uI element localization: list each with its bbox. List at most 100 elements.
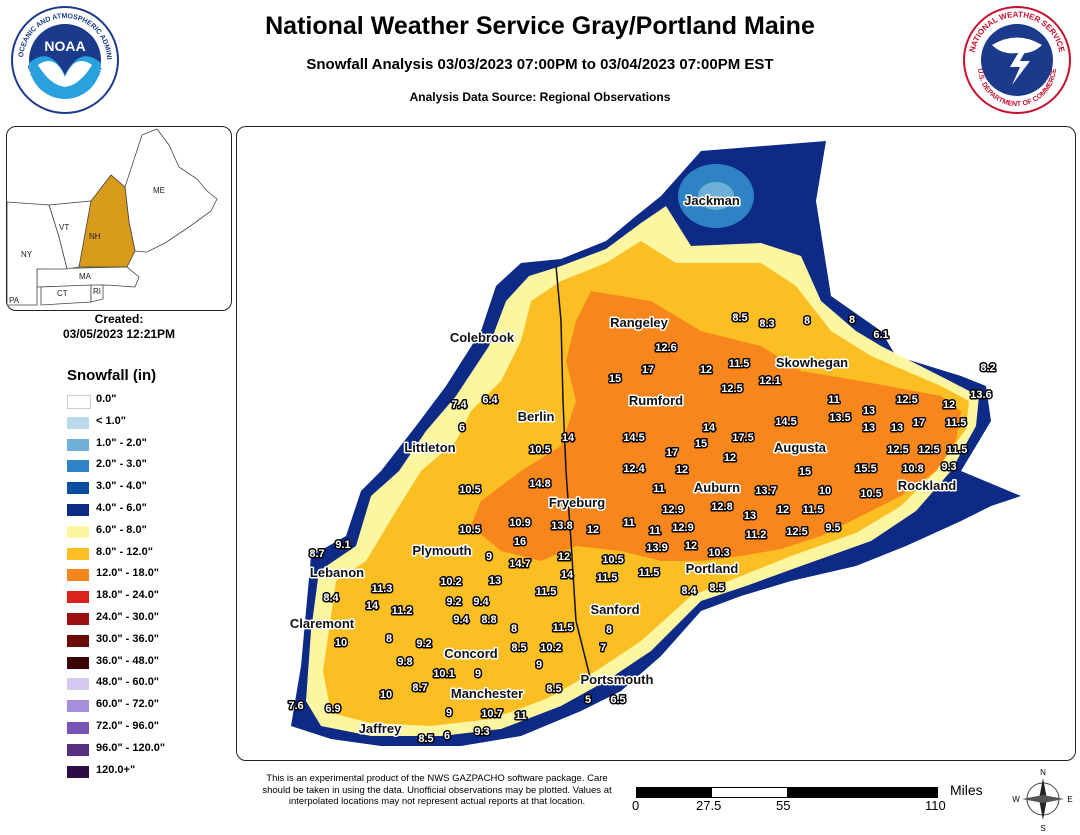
city-label: Littleton	[404, 440, 455, 455]
scale-unit: Miles	[950, 782, 983, 798]
snowfall-observation: 7.6	[288, 700, 303, 712]
snowfall-observation: 8.5	[732, 312, 747, 324]
compass-e: E	[1067, 795, 1072, 804]
snowfall-observation: 12	[685, 540, 697, 552]
city-label: Jaffrey	[359, 721, 402, 736]
snowfall-observation: 9.2	[416, 638, 431, 650]
snowfall-observation: 12.8	[711, 501, 732, 513]
snowfall-observation: 10.9	[509, 517, 530, 529]
snowfall-observation: 8	[804, 315, 810, 327]
snowfall-observation: 9.2	[446, 596, 461, 608]
snowfall-observation: 6	[459, 422, 465, 434]
legend-label: 12.0" - 18.0"	[96, 567, 160, 580]
snowfall-observation: 5	[585, 694, 591, 706]
legend-swatch	[67, 634, 89, 647]
snowfall-observation: 8.7	[309, 548, 324, 560]
snowfall-observation: 12.6	[655, 342, 676, 354]
snowfall-observation: 8.5	[511, 642, 526, 654]
scale-tick-55: 55	[776, 798, 791, 813]
snowfall-observation: 10.5	[529, 444, 550, 456]
nws-logo: NATIONAL WEATHER SERVICE U.S. DEPARTMENT…	[963, 6, 1071, 114]
snowfall-observation: 10.7	[481, 708, 502, 720]
snowfall-observation: 8	[849, 314, 855, 326]
snowfall-observation: 11	[653, 483, 665, 495]
snowfall-observation: 11.3	[372, 583, 393, 595]
snowfall-observation: 8.7	[412, 682, 427, 694]
inset-label-pa: PA	[9, 296, 20, 305]
snowfall-observation: 9	[536, 659, 542, 671]
snowfall-observation: 11.5	[946, 417, 967, 429]
legend-label: 8.0" - 12.0"	[96, 545, 153, 558]
snowfall-observation: 13	[891, 422, 903, 434]
snowfall-observation: 15	[695, 438, 707, 450]
snowfall-observation: 7.4	[451, 399, 467, 411]
snowfall-observation: 17	[642, 364, 654, 376]
scale-tick-0: 0	[632, 798, 640, 813]
inset-label-ct: CT	[57, 289, 68, 298]
snowfall-observation: 15	[609, 373, 621, 385]
legend-swatch	[67, 504, 89, 516]
legend-swatch	[67, 569, 89, 582]
legend-label: 24.0" - 30.0"	[96, 611, 160, 623]
legend-swatch	[67, 395, 91, 409]
legend-swatch	[67, 591, 89, 604]
noaa-logo: NATIONAL OCEANIC AND ATMOSPHERIC ADMINIS…	[10, 5, 119, 114]
city-label: Manchester	[451, 686, 523, 701]
snowfall-observation: 12.5	[896, 394, 917, 406]
snowfall-observation: 8.4	[323, 592, 339, 604]
snowfall-observation: 13	[863, 405, 875, 417]
snowfall-observation: 12.1	[759, 375, 780, 387]
snowfall-observation: 12.5	[887, 444, 908, 456]
snowfall-observation: 12.5	[786, 526, 807, 538]
snowfall-observation: 8.5	[709, 582, 724, 594]
legend-swatch	[67, 613, 89, 625]
legend-swatch	[67, 656, 89, 669]
snowfall-observation: 10.3	[708, 547, 729, 559]
snowfall-observation: 12	[943, 399, 955, 411]
snowfall-observation: 14.5	[775, 416, 796, 428]
snowfall-observation: 8.3	[759, 318, 774, 330]
snowfall-observation: 6.4	[482, 394, 498, 406]
snowfall-observation: 10.1	[433, 668, 454, 680]
snowfall-observation: 6	[444, 730, 450, 742]
snowfall-observation: 9.1	[335, 539, 350, 551]
inset-label-ny: NY	[21, 250, 33, 259]
legend-label: 0.0"	[96, 393, 117, 405]
snowfall-observation: 14.7	[509, 558, 530, 570]
snowfall-observation: 11.5	[729, 358, 750, 370]
zone-12-18	[471, 291, 961, 561]
legend-label: 3.0" - 4.0"	[96, 480, 147, 493]
snowfall-observation: 12	[724, 452, 736, 464]
snowfall-observation: 12.5	[721, 383, 742, 395]
snowfall-observation: 14.5	[623, 432, 644, 444]
snowfall-observation: 6.9	[325, 703, 340, 715]
inset-panel: ME VT NH NY MA CT RI PA	[6, 126, 232, 311]
city-label: Rangeley	[610, 315, 669, 330]
city-label: Colebrook	[450, 330, 515, 345]
compass-n: N	[1040, 768, 1046, 777]
snowfall-observation: 9.5	[825, 522, 840, 534]
city-label: Claremont	[290, 616, 355, 631]
snowfall-observation: 11.5	[597, 572, 618, 584]
snowfall-observation: 8.5	[418, 733, 433, 745]
snowfall-observation: 11	[515, 710, 527, 722]
analysis-period: Snowfall Analysis 03/03/2023 07:00PM to …	[306, 56, 774, 73]
compass-rose-icon: N S E W	[1012, 768, 1072, 832]
snowfall-observation: 12.5	[918, 444, 939, 456]
legend-label: 72.0" - 96.0"	[96, 720, 160, 732]
snowfall-observation: 13.9	[646, 542, 667, 554]
snowfall-observation: 15	[799, 466, 811, 478]
snowfall-observation: 11.2	[392, 605, 413, 617]
snowfall-observation: 9.4	[473, 596, 489, 608]
city-label: Plymouth	[412, 543, 471, 558]
legend-label: 120.0+"	[96, 763, 136, 776]
snowfall-observation: 9	[446, 707, 452, 719]
snowfall-observation: 17	[666, 447, 678, 459]
jackman-low-core	[698, 182, 734, 210]
snowfall-observation: 10.5	[860, 488, 881, 500]
created-value: 03/05/2023 12:21PM	[62, 327, 176, 341]
legend-swatch	[67, 482, 89, 495]
state-border	[555, 265, 592, 682]
legend-label: 48.0" - 60.0"	[96, 676, 160, 689]
legend-swatch	[67, 547, 89, 560]
